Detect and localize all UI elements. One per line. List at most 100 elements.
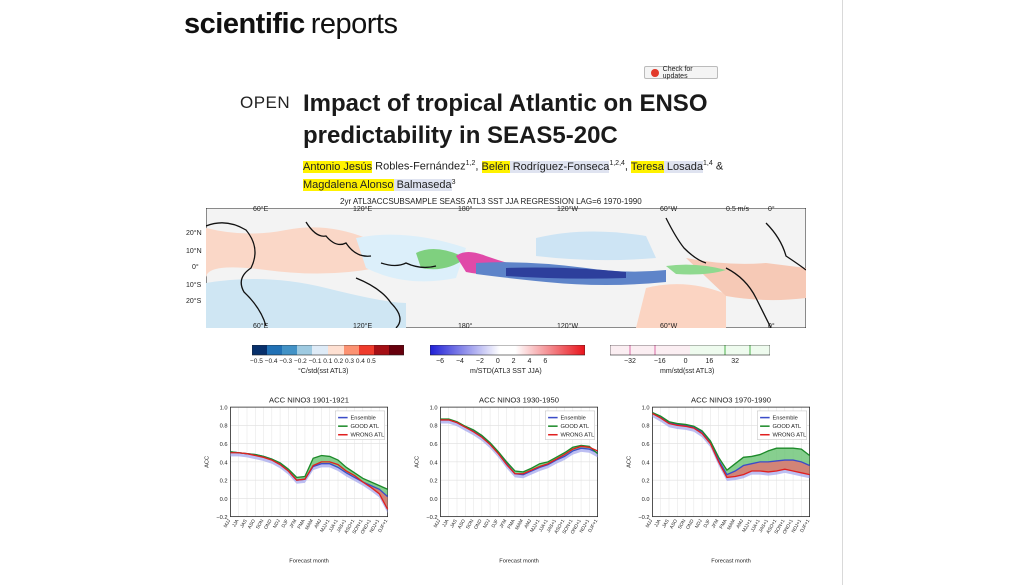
author-2-first[interactable]: Belén [481, 160, 510, 173]
map-lon-label: 120°W [557, 206, 579, 213]
map-lon-label: 60°E [253, 323, 269, 330]
x-tick-label: MAM [514, 518, 525, 531]
tick: 0.2 [334, 358, 344, 365]
author-4-last[interactable]: Balmaseda [393, 179, 452, 192]
tick: 0.3 [345, 358, 355, 365]
tick: −16 [653, 358, 666, 365]
open-access-label: OPEN [240, 93, 291, 112]
x-tick-label: DJF [491, 518, 501, 529]
tick: 0 [495, 358, 500, 365]
map-lon-label: 180° [458, 323, 473, 330]
colorbar-sst [252, 345, 404, 356]
check-updates-label: Check for updates [662, 65, 693, 80]
y-axis-label: ACC [415, 456, 421, 468]
colorbar-sst-label: °C/std(sst ATL3) [298, 368, 349, 375]
legend-label: GOOD ATL [350, 424, 379, 430]
series-wrong-atl-line [652, 412, 810, 479]
author-3-first[interactable]: Teresa [630, 160, 664, 173]
chart-title: ACC NINO3 1930-1950 [479, 395, 559, 404]
sst-warm-patch [636, 284, 726, 328]
y-tick-label: 1.0 [220, 406, 228, 412]
check-updates-button[interactable]: Check for updates [644, 65, 718, 80]
x-axis-label: Forecast month [289, 558, 329, 564]
series-ensemble-line [652, 412, 810, 476]
y-tick-label: 0.6 [220, 442, 228, 448]
y-tick-label: 0.6 [642, 442, 650, 448]
x-tick-label: JAS [449, 518, 459, 529]
x-tick-label: JFM [711, 518, 721, 529]
tick: −0.1 [308, 358, 322, 365]
y-tick-label: 0.0 [220, 497, 228, 503]
x-tick-label: OND [263, 518, 274, 531]
x-tick-label: OND [473, 518, 484, 531]
sst-warm-patch [206, 227, 376, 278]
coastlines [206, 217, 806, 328]
journal-logo-light: reports [310, 8, 398, 40]
x-tick-label: JFM [289, 518, 299, 529]
y-tick-label: 1.0 [642, 406, 650, 412]
journal-logo-bold: scientific [184, 8, 305, 40]
x-tick-label: FMA [296, 518, 307, 530]
plot-frame [230, 406, 388, 518]
x-tick-label: MJJ [645, 518, 655, 529]
legend-label: WRONG ATL [772, 433, 806, 439]
author-2-last[interactable]: Rodríguez-Fonseca [509, 160, 610, 173]
plot-frame [440, 406, 598, 518]
map-lon-label: 0° [768, 206, 775, 213]
legend-label: Ensemble [772, 416, 797, 422]
x-tick-label: JAS [661, 518, 671, 529]
acc-chart-1901-1921: ACC NINO3 1901-1921 −0.2 0.0 0.2 0.4 0.6 0.8 1.… [205, 395, 390, 564]
x-tick-label: JAS [239, 518, 249, 529]
map-scale-label: 0.5 m/s [726, 206, 749, 213]
author-sep: , [624, 160, 631, 173]
legend-label: Ensemble [350, 416, 375, 422]
good-atl-spread [230, 451, 388, 510]
journal-logo[interactable]: scientific reports [184, 8, 398, 41]
map-title: 2yr ATL3ACCSUBSAMPLE SEAS5 ATL3 SST JJA … [340, 197, 642, 206]
chart-title: ACC NINO3 1970-1990 [691, 395, 771, 404]
author-4-affil: 3 [451, 178, 456, 186]
tick: 0.1 [323, 358, 333, 365]
author-1-first[interactable]: Antonio Jesús [303, 160, 373, 173]
acc-chart-1930-1950: ACC NINO3 1930-1950 −0.2 0.0 0.2 0.4 0.6 0.8 1.… [415, 395, 600, 564]
crossmark-icon [651, 68, 659, 77]
author-1-last[interactable]: Robles-Fernández [372, 160, 466, 173]
map-lon-label: 120°E [353, 323, 373, 330]
y-tick-label: 0.0 [642, 497, 650, 503]
x-tick-label: DJF [281, 518, 291, 529]
sst-cool-patch [536, 231, 656, 261]
x-tick-label: AMJ [523, 518, 533, 530]
y-tick-label: 0.2 [642, 479, 650, 485]
y-tick-label: 0.8 [430, 424, 438, 430]
sst-cool-patch [206, 279, 406, 328]
x-tick-label: ASO [457, 518, 467, 530]
colorbar-precip-label: mm/std(sst ATL3) [660, 368, 715, 375]
chart-title: ACC NINO3 1901-1921 [269, 395, 349, 404]
tick: −0.3 [279, 358, 293, 365]
tick: −0.5 [250, 358, 263, 365]
article-title: Impact of tropical Atlantic on ENSO pred… [303, 90, 708, 149]
x-axis-label: Forecast month [499, 558, 539, 564]
x-tick-label: NDJ [272, 518, 282, 530]
series-good-atl-line [440, 418, 599, 473]
colorbar-wind-label: m/STD(ATL3 SST JJA) [470, 368, 542, 375]
tick: 0 [683, 358, 688, 365]
x-tick-label: JJA [653, 518, 663, 529]
ensemble-spread [440, 419, 598, 479]
series-good-atl-line [230, 451, 388, 490]
map-lat-label: 20°S [186, 298, 202, 305]
legend-label: GOOD ATL [772, 424, 801, 430]
series-wrong-atl-line [440, 419, 598, 475]
author-3-last[interactable]: Losada [663, 160, 704, 173]
series-wrong-atl-line [230, 452, 389, 510]
y-tick-label: 0.8 [220, 424, 228, 430]
x-tick-label: AMJ [735, 518, 745, 530]
tick: 32 [731, 358, 740, 365]
x-tick-label: SON [255, 518, 266, 530]
x-tick-label: MAM [304, 518, 315, 531]
author-4-first[interactable]: Magdalena Alonso [303, 179, 394, 192]
map-lat-label: 10°S [186, 282, 202, 289]
y-axis-label: ACC [205, 456, 211, 468]
y-tick-label: −0.2 [638, 515, 649, 521]
legend-label: GOOD ATL [560, 424, 589, 430]
